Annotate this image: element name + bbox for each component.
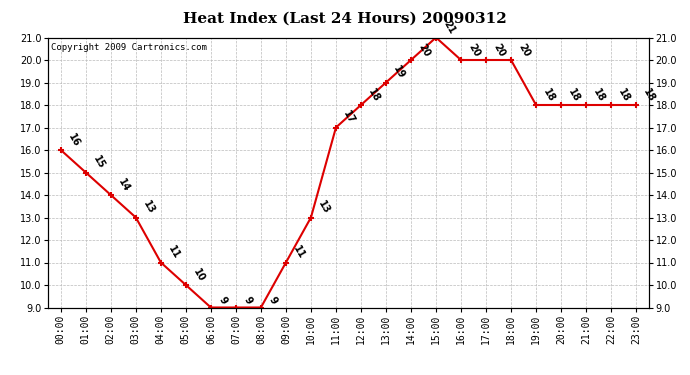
Text: 9: 9 [266,295,279,306]
Text: 18: 18 [542,87,557,104]
Text: 18: 18 [591,87,607,104]
Text: 18: 18 [617,87,632,104]
Text: 16: 16 [66,132,82,148]
Text: 20: 20 [491,42,507,58]
Text: 11: 11 [291,244,307,261]
Text: 13: 13 [317,200,332,216]
Text: 10: 10 [191,267,207,284]
Text: Heat Index (Last 24 Hours) 20090312: Heat Index (Last 24 Hours) 20090312 [183,11,507,25]
Text: 11: 11 [166,244,182,261]
Text: 9: 9 [217,295,228,306]
Text: 18: 18 [566,87,582,104]
Text: 18: 18 [366,87,382,104]
Text: 17: 17 [342,110,357,126]
Text: 9: 9 [241,295,253,306]
Text: 21: 21 [442,20,457,36]
Text: 18: 18 [642,87,657,104]
Text: 15: 15 [91,154,107,171]
Text: 14: 14 [117,177,132,194]
Text: 20: 20 [466,42,482,58]
Text: Copyright 2009 Cartronics.com: Copyright 2009 Cartronics.com [51,43,207,52]
Text: 19: 19 [391,64,407,81]
Text: 13: 13 [141,200,157,216]
Text: 20: 20 [517,42,532,58]
Text: 20: 20 [417,42,432,58]
